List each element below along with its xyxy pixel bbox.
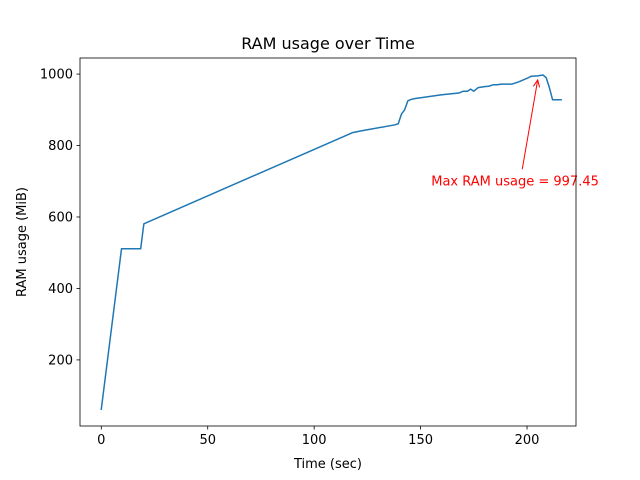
y-axis-label: RAM usage (MiB) [15,187,30,297]
y-tick-label: 800 [48,139,73,154]
x-tick-label: 50 [199,433,216,448]
x-axis-label: Time (sec) [293,457,362,472]
plot-area [100,74,562,411]
axes-frame [79,57,577,427]
y-tick-label: 400 [48,282,73,297]
x-tick-label: 150 [408,433,433,448]
axes-group: 0 50 100 150 200 200 400 600 800 1000 [40,57,577,448]
annotation-group: Max RAM usage = 997.45 [431,78,599,189]
ram-usage-line-0 [100,74,562,411]
y-tick-label: 200 [48,353,73,368]
x-tick-label: 100 [302,433,327,448]
annotation-arrow-head [532,78,541,88]
chart-title: RAM usage over Time [241,34,415,53]
y-tick-label: 1000 [40,68,73,83]
max-ram-annotation: Max RAM usage = 997.45 [431,174,599,189]
y-tick-label: 600 [48,210,73,225]
x-tick-label: 0 [97,433,105,448]
x-tick-label: 200 [515,433,540,448]
annotation-arrow-shaft [521,79,539,170]
